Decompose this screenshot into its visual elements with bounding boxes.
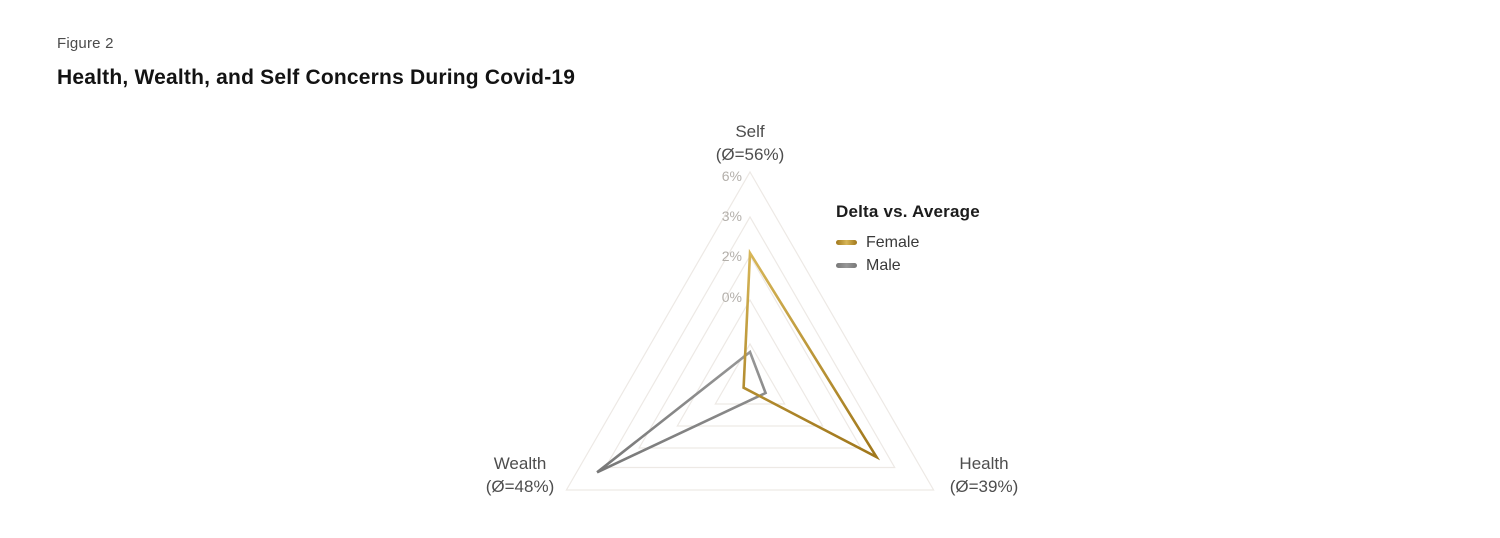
tick-label-2pct: 2%	[721, 248, 742, 264]
axis-self-title: Self	[735, 122, 765, 141]
series-polygon-male	[596, 349, 768, 474]
gridline-triangle	[565, 170, 935, 491]
axis-health-average: (Ø=39%)	[949, 477, 1019, 496]
tick-label-0pct: 0%	[721, 289, 742, 305]
figure-label: Figure 2	[57, 35, 114, 52]
axis-wealth-average: (Ø=48%)	[485, 477, 555, 496]
axis-wealth-title: Wealth	[493, 454, 547, 473]
series-polygon-female	[742, 248, 881, 461]
gridline-triangle	[638, 254, 862, 449]
radar-series	[596, 248, 881, 474]
legend-item-male-label: Male	[866, 256, 901, 274]
gridline-triangle	[714, 342, 786, 405]
axis-label-wealth: Wealth (Ø=48%)	[410, 452, 630, 498]
axis-label-health: Health (Ø=39%)	[874, 452, 1094, 498]
axis-self-average: (Ø=56%)	[715, 145, 785, 164]
tick-label-3pct: 3%	[721, 208, 742, 224]
tick-label-6pct: 6%	[721, 168, 742, 184]
axis-label-self: Self (Ø=56%)	[640, 120, 860, 166]
gridline-triangle	[676, 298, 824, 427]
page-title: Health, Wealth, and Self Concerns During…	[57, 66, 576, 89]
radar-gridlines	[565, 170, 935, 491]
gridline-triangle	[604, 215, 896, 469]
legend-item-female-label: Female	[866, 233, 920, 251]
female-series-swatch-icon	[836, 240, 857, 245]
legend-item-female: Female	[836, 231, 980, 254]
male-series-swatch-icon	[836, 263, 857, 268]
axis-health-title: Health	[959, 454, 1009, 473]
legend: Delta vs. Average Female Male	[836, 202, 980, 277]
legend-item-male: Male	[836, 254, 980, 277]
legend-title: Delta vs. Average	[836, 202, 980, 221]
